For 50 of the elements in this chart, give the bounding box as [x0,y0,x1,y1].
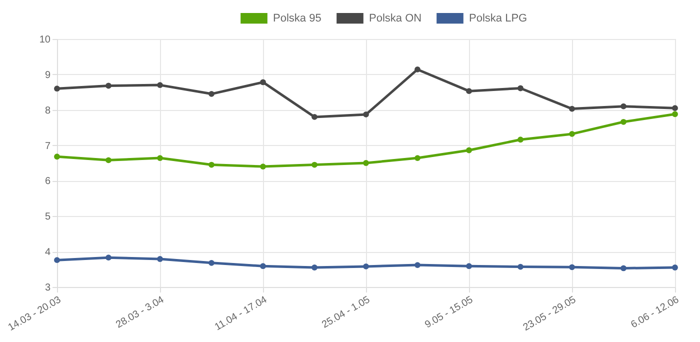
point [518,85,524,92]
point [54,154,60,160]
point [260,164,266,170]
point [620,118,626,125]
legend-label: Polska LPG [469,12,528,24]
legend-label: Polska ON [369,12,422,24]
legend-label: Polska 95 [273,12,322,24]
point [157,82,163,88]
point [620,103,626,110]
point [260,79,266,86]
point [620,265,626,272]
point [414,155,420,161]
point [208,162,214,168]
y-tick-label: 9 [44,70,51,81]
point [54,257,60,264]
point [106,82,112,89]
point [672,264,678,270]
point [466,88,472,94]
point [54,86,60,92]
y-tick-label: 7 [44,140,51,152]
point [466,147,472,154]
point [312,264,318,270]
y-tick-label: 6 [44,176,51,188]
point [518,264,524,270]
point [208,90,214,97]
point [157,256,163,262]
point [672,105,678,112]
y-tick-label: 4 [44,247,51,258]
point [363,112,369,118]
point [106,157,112,164]
y-tick-label: 3 [44,282,51,294]
y-tick-label: 8 [44,105,51,116]
point [157,155,163,161]
point [312,114,318,120]
point [106,254,112,261]
point [363,264,369,270]
y-tick-label: 5 [44,212,51,223]
point [518,136,524,143]
point [466,263,472,270]
point [414,66,420,72]
point [569,264,575,270]
point [414,262,420,268]
y-tick-label: 10 [39,34,51,46]
point [208,260,214,266]
point [569,106,575,112]
point [363,160,369,166]
point [260,263,266,270]
point [672,111,678,118]
point [569,130,575,137]
point [312,162,318,168]
